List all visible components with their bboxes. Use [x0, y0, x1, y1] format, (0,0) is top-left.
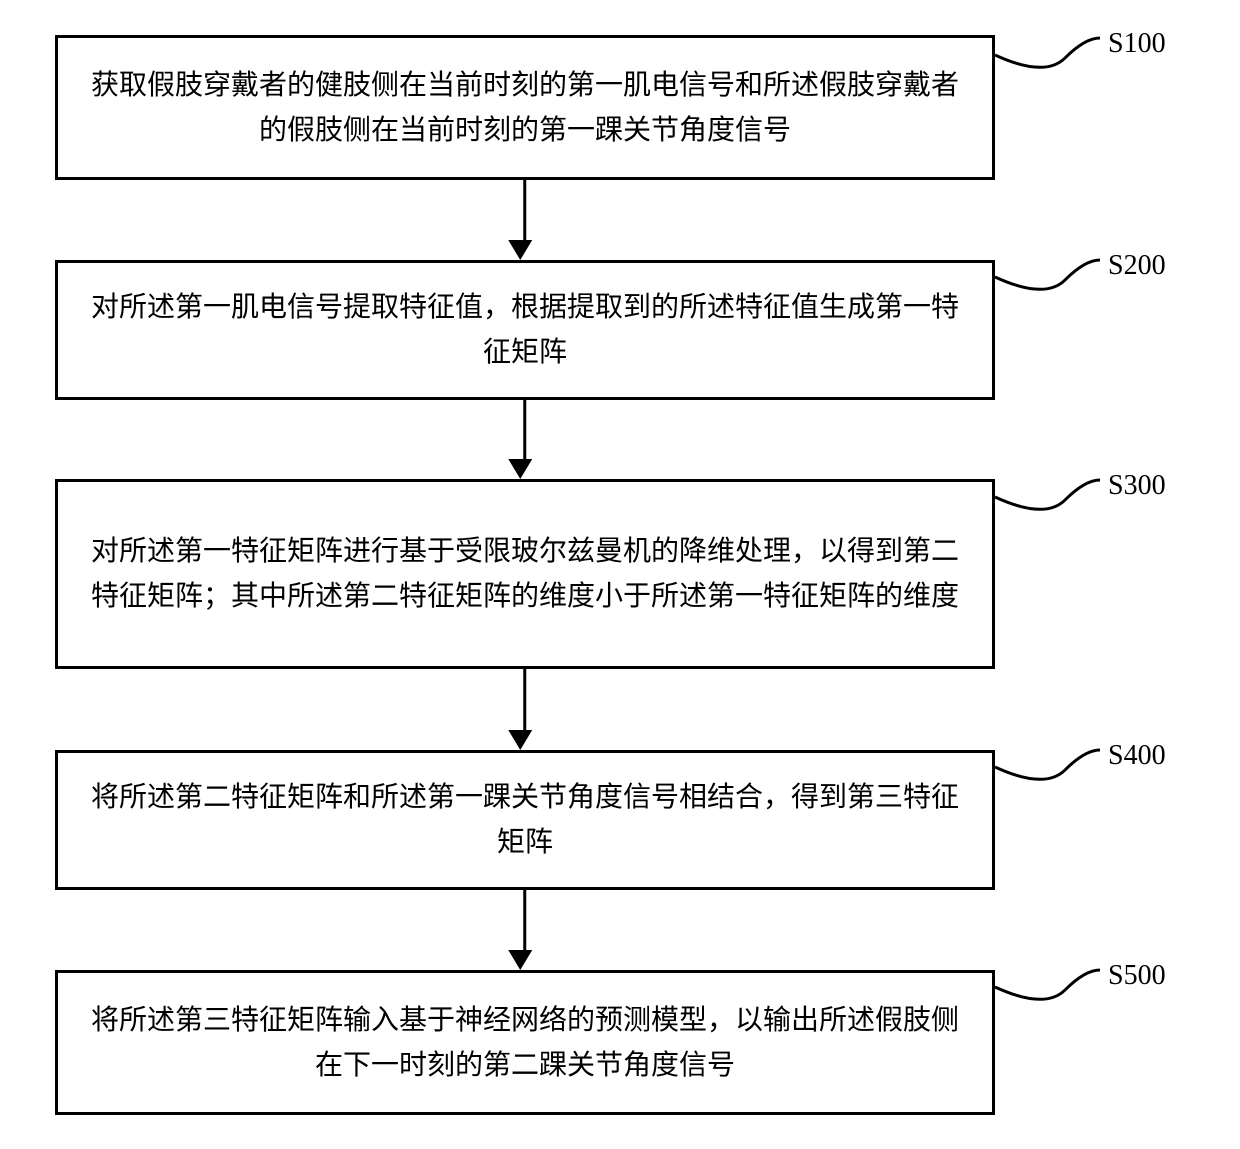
- step-text: 获取假肢穿戴者的健肢侧在当前时刻的第一肌电信号和所述假肢穿戴者的假肢侧在当前时刻…: [88, 63, 962, 153]
- step-label-s400: S400: [1108, 740, 1166, 772]
- step-text: 对所述第一特征矩阵进行基于受限玻尔兹曼机的降维处理，以得到第二特征矩阵；其中所述…: [88, 529, 962, 619]
- arrow-1: [518, 180, 532, 260]
- flowchart-container: 获取假肢穿戴者的健肢侧在当前时刻的第一肌电信号和所述假肢穿戴者的假肢侧在当前时刻…: [0, 0, 1240, 1149]
- step-text: 对所述第一肌电信号提取特征值，根据提取到的所述特征值生成第一特征矩阵: [88, 285, 962, 375]
- step-text: 将所述第三特征矩阵输入基于神经网络的预测模型，以输出所述假肢侧在下一时刻的第二踝…: [88, 998, 962, 1088]
- step-box-s500: 将所述第三特征矩阵输入基于神经网络的预测模型，以输出所述假肢侧在下一时刻的第二踝…: [55, 970, 995, 1115]
- connector-s200: [995, 260, 1105, 315]
- step-label-s500: S500: [1108, 960, 1166, 992]
- step-label-s300: S300: [1108, 470, 1166, 502]
- connector-s500: [995, 970, 1105, 1025]
- arrow-3: [518, 669, 532, 750]
- arrow-4: [518, 890, 532, 970]
- step-box-s200: 对所述第一肌电信号提取特征值，根据提取到的所述特征值生成第一特征矩阵: [55, 260, 995, 400]
- connector-s400: [995, 750, 1105, 805]
- step-box-s400: 将所述第二特征矩阵和所述第一踝关节角度信号相结合，得到第三特征矩阵: [55, 750, 995, 890]
- connector-s300: [995, 480, 1105, 535]
- step-text: 将所述第二特征矩阵和所述第一踝关节角度信号相结合，得到第三特征矩阵: [88, 775, 962, 865]
- connector-s100: [995, 38, 1105, 93]
- arrow-2: [518, 400, 532, 479]
- step-label-s200: S200: [1108, 250, 1166, 282]
- step-label-s100: S100: [1108, 28, 1166, 60]
- step-box-s100: 获取假肢穿戴者的健肢侧在当前时刻的第一肌电信号和所述假肢穿戴者的假肢侧在当前时刻…: [55, 35, 995, 180]
- step-box-s300: 对所述第一特征矩阵进行基于受限玻尔兹曼机的降维处理，以得到第二特征矩阵；其中所述…: [55, 479, 995, 669]
